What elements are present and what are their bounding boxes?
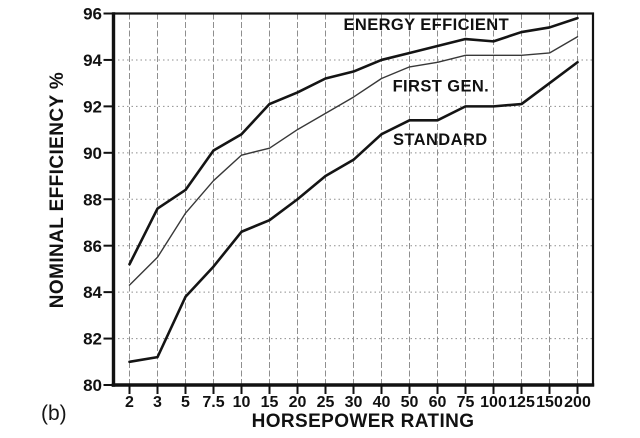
x-tick-label-5: 5 [181, 394, 190, 411]
x-tick-label-7-5: 7.5 [202, 394, 224, 411]
x-tick-label-15: 15 [261, 394, 279, 411]
x-tick-label-60: 60 [429, 394, 447, 411]
y-tick-label-84: 84 [83, 283, 102, 302]
series-line-first-gen [128, 36, 579, 286]
x-tick-label-125: 125 [508, 394, 535, 411]
x-tick-label-50: 50 [401, 394, 419, 411]
y-axis-title: NOMINAL EFFICIENCY % [47, 72, 68, 308]
curve-label-energy-efficient: ENERGY EFFICIENT [343, 16, 509, 34]
x-tick-label-20: 20 [289, 394, 307, 411]
x-tick-label-10: 10 [233, 394, 251, 411]
x-tick-label-2: 2 [125, 394, 134, 411]
x-tick-label-100: 100 [480, 394, 507, 411]
curve-label-first-gen: FIRST GEN. [393, 77, 490, 95]
figure-sublabel: (b) [41, 402, 67, 425]
y-tick-label-88: 88 [83, 190, 102, 209]
x-axis-title: HORSEPOWER RATING [252, 411, 475, 432]
y-tick-label-92: 92 [83, 97, 102, 116]
x-tick-label-75: 75 [457, 394, 475, 411]
x-tick-label-200: 200 [564, 394, 591, 411]
x-tick-label-25: 25 [317, 394, 335, 411]
y-tick-label-86: 86 [83, 237, 102, 256]
series-line-energy-efficient [128, 16, 579, 266]
series-line-standard [128, 60, 579, 364]
y-tick-label-94: 94 [83, 51, 102, 70]
y-tick-label-96: 96 [83, 5, 102, 24]
x-tick-label-40: 40 [373, 394, 391, 411]
curve-label-standard: STANDARD [393, 131, 488, 149]
y-tick-label-90: 90 [83, 144, 102, 163]
x-tick-label-30: 30 [345, 394, 363, 411]
x-tick-label-3: 3 [153, 394, 162, 411]
y-tick-label-80: 80 [83, 376, 102, 395]
x-tick-label-150: 150 [536, 394, 563, 411]
y-tick-label-82: 82 [83, 330, 102, 349]
